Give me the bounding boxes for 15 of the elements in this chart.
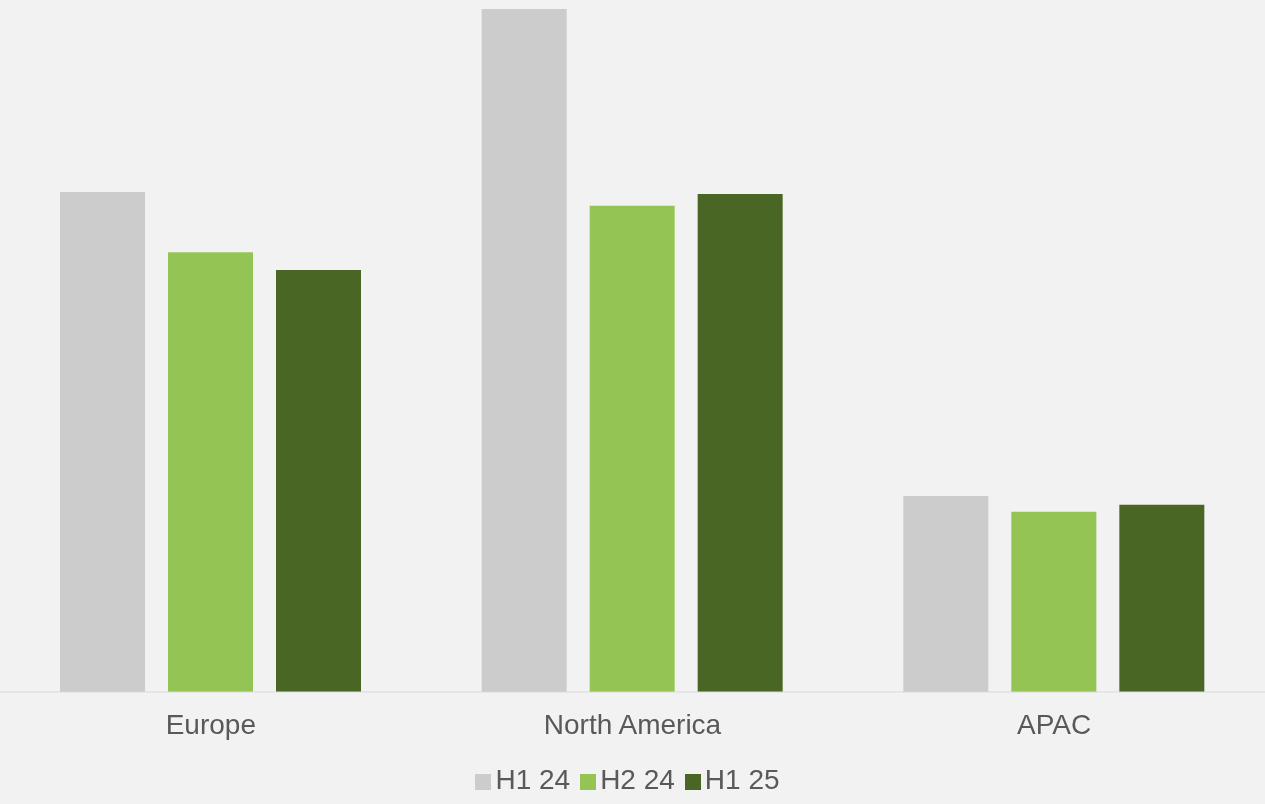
bar	[903, 495, 989, 692]
x-tick-label: Europe	[165, 708, 256, 740]
legend-label: H2 24	[600, 764, 675, 795]
bar	[1011, 511, 1097, 692]
bar	[481, 9, 567, 692]
bar	[60, 192, 145, 692]
legend-label: H1 24	[495, 764, 571, 795]
bar	[1119, 504, 1205, 692]
bar	[697, 194, 783, 692]
bar	[276, 269, 361, 692]
x-tick-label: North America	[543, 708, 722, 740]
bar	[589, 205, 675, 692]
bar	[168, 252, 253, 692]
legend-label: H1 25	[704, 764, 780, 795]
x-tick-label: APAC	[1017, 708, 1092, 740]
